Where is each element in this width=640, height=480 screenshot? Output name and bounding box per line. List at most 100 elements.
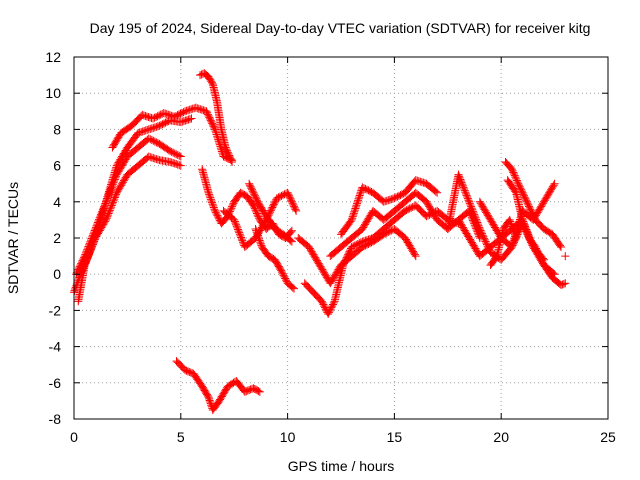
data-point-fill	[107, 183, 116, 192]
data-point-fill	[230, 217, 239, 226]
data-point-fill	[456, 177, 465, 186]
x-tick-label: 15	[387, 429, 403, 445]
data-point-fill	[214, 214, 223, 223]
data-point-fill	[223, 146, 232, 155]
data-point-fill	[232, 220, 241, 229]
data-point-fill	[98, 205, 107, 214]
data-point-fill	[103, 193, 112, 202]
y-axis-label: SDTVAR / TECUs	[5, 182, 21, 294]
data-point-fill	[83, 244, 92, 253]
data-point-fill	[510, 170, 519, 179]
data-point-fill	[90, 228, 99, 237]
data-point-fill	[456, 175, 465, 184]
data-point-fill	[508, 239, 517, 248]
data-point-fill	[105, 188, 114, 197]
data-point-fill	[235, 228, 244, 237]
data-point	[561, 279, 570, 288]
series-track-8	[251, 224, 299, 293]
data-point-fill	[111, 191, 120, 200]
data-point	[505, 215, 514, 224]
data-point-fill	[100, 202, 109, 211]
data-point-fill	[255, 236, 264, 245]
data-point-fill	[467, 202, 476, 211]
data-point-fill	[319, 300, 328, 309]
data-point-fill	[466, 200, 475, 209]
data-point-fill	[328, 302, 337, 311]
data-point-fill	[101, 199, 110, 208]
data-point-fill	[354, 194, 363, 203]
data-point-fill	[462, 191, 471, 200]
data-point-fill	[223, 148, 232, 157]
data-point-fill	[210, 205, 219, 214]
y-tick-label: 10	[45, 85, 61, 101]
series-track-19	[503, 176, 570, 290]
data-point-fill	[81, 250, 90, 259]
data-point	[290, 284, 299, 293]
data-point-fill	[506, 217, 515, 226]
data-point-fill	[234, 227, 243, 236]
data-point-fill	[206, 399, 215, 408]
data-point-fill	[93, 220, 102, 229]
data-point-fill	[508, 222, 517, 231]
data-point	[249, 201, 258, 210]
data-point-fill	[508, 224, 517, 233]
series-track-2	[74, 114, 196, 306]
data-point-fill	[256, 238, 265, 247]
data-point-fill	[324, 308, 333, 317]
data-point-fill	[81, 248, 90, 257]
data-point-fill	[108, 180, 117, 189]
data-point-fill	[233, 225, 242, 234]
data-point-fill	[278, 269, 287, 278]
data-points	[70, 69, 570, 414]
data-point-fill	[354, 196, 363, 205]
data-point	[433, 188, 442, 197]
data-point-fill	[110, 195, 119, 204]
data-point	[176, 161, 185, 170]
data-point-fill	[510, 230, 519, 239]
data-point-fill	[349, 209, 358, 218]
data-point-fill	[549, 181, 558, 190]
x-tick-label: 25	[600, 429, 616, 445]
data-point	[287, 226, 296, 235]
data-point-fill	[254, 387, 263, 396]
data-point-fill	[519, 217, 528, 226]
data-point-fill	[87, 234, 96, 243]
data-point-fill	[88, 231, 97, 240]
data-point-fill	[103, 212, 112, 221]
data-point-fill	[227, 204, 236, 213]
y-tick-label: -6	[49, 375, 62, 391]
series-track-14	[337, 176, 442, 239]
data-point-fill	[208, 198, 217, 207]
data-point	[317, 297, 326, 306]
data-point	[347, 215, 356, 224]
x-tick-label: 10	[280, 429, 296, 445]
data-point-fill	[238, 238, 247, 247]
data-point-fill	[209, 203, 218, 212]
data-point-fill	[329, 298, 338, 307]
data-point-fill	[281, 274, 290, 283]
data-point-fill	[250, 204, 259, 213]
series-track-4	[108, 103, 237, 165]
data-point-fill	[96, 212, 105, 221]
data-point	[277, 266, 286, 275]
data-point-fill	[214, 213, 223, 222]
data-point-fill	[175, 161, 184, 170]
data-point-fill	[461, 188, 470, 197]
data-point	[228, 157, 237, 166]
data-point-fill	[511, 173, 520, 182]
y-tick-label: 6	[53, 158, 61, 174]
y-tick-label: 0	[53, 266, 61, 282]
data-point	[176, 152, 185, 161]
data-point-fill	[95, 213, 104, 222]
data-point	[230, 215, 239, 224]
data-point-fill	[205, 190, 214, 199]
series-track-20	[486, 215, 521, 270]
data-point	[550, 179, 559, 188]
data-point-fill	[208, 200, 217, 209]
data-point-fill	[108, 198, 117, 207]
data-point-fill	[97, 208, 106, 217]
data-point-fill	[472, 216, 481, 225]
data-point-fill	[464, 196, 473, 205]
data-point-fill	[507, 220, 516, 229]
